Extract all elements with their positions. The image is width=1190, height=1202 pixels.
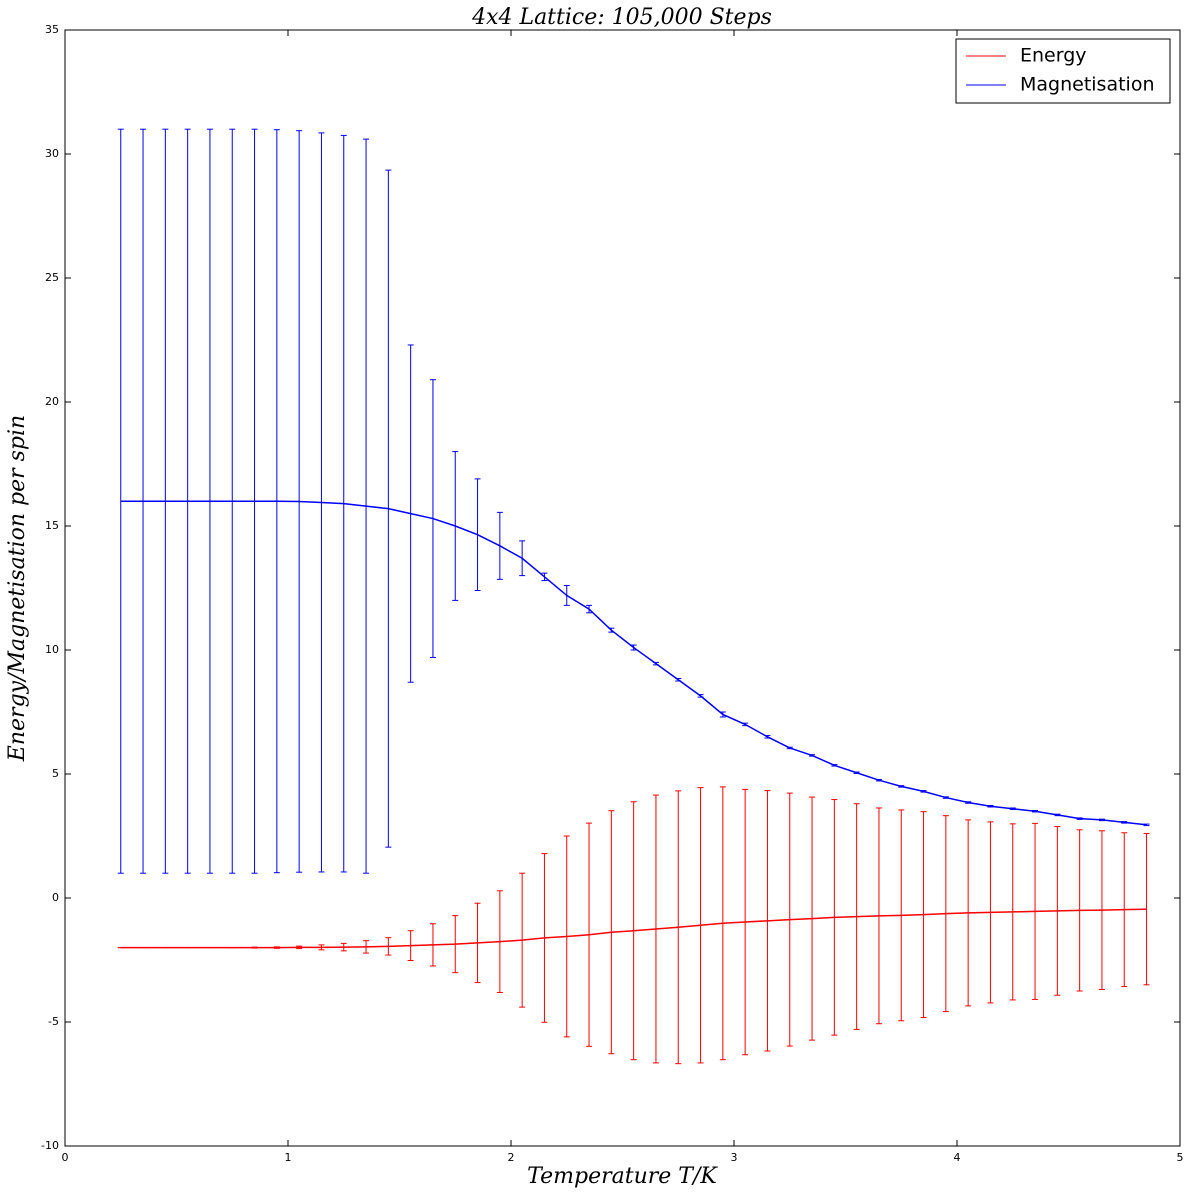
- series-line: [120, 500, 1147, 826]
- y-tick-label: 35: [45, 23, 59, 36]
- x-axis-label: Temperature T/K: [527, 1164, 718, 1189]
- y-tick-label: -5: [48, 1015, 59, 1028]
- y-tick-label: 25: [45, 271, 59, 284]
- y-tick-label: 10: [45, 643, 59, 656]
- y-tick-label: 20: [45, 395, 59, 408]
- legend-label: Energy: [1020, 45, 1087, 67]
- plot-frame: [64, 29, 1181, 1147]
- legend-label: Magnetisation: [1020, 74, 1155, 96]
- y-tick-label: -10: [41, 1139, 59, 1152]
- y-axis-label: Energy/Magnetisation per spin: [5, 415, 30, 762]
- x-tick-label: 1: [285, 1151, 292, 1164]
- x-tick-label: 3: [731, 1151, 738, 1164]
- x-tick-label: 5: [1177, 1151, 1184, 1164]
- x-tick-label: 0: [62, 1151, 69, 1164]
- series-line: [120, 908, 1147, 949]
- y-tick-label: 5: [52, 767, 59, 780]
- legend-box: [955, 38, 1171, 104]
- chart-title: 4x4 Lattice: 105,000 Steps: [471, 5, 772, 30]
- x-tick-label: 4: [954, 1151, 961, 1164]
- y-tick-label: 0: [52, 891, 59, 904]
- x-tick-label: 2: [508, 1151, 515, 1164]
- y-tick-label: 30: [45, 147, 59, 160]
- y-tick-label: 15: [45, 519, 59, 532]
